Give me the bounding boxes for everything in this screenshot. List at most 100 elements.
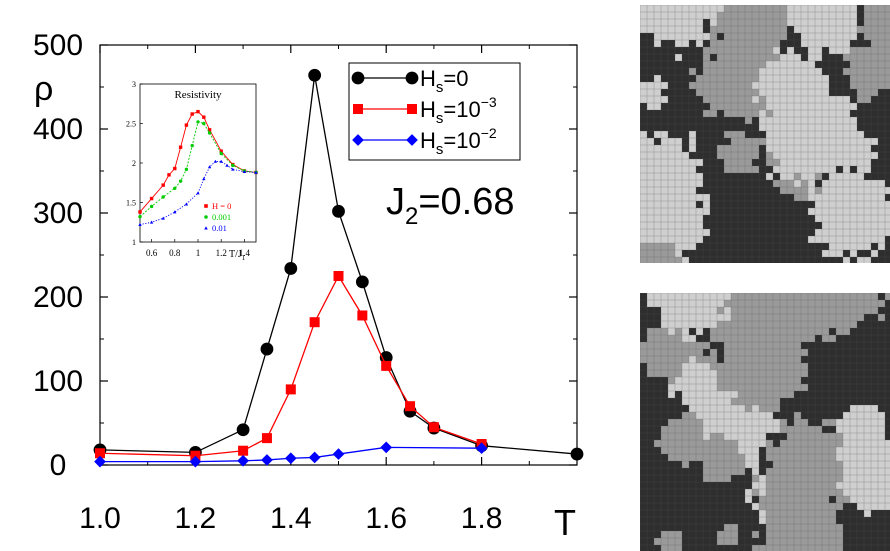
snapshot-light-cell [773, 54, 780, 61]
snapshot-light-cell [724, 131, 731, 138]
snapshot-light-cell [808, 54, 815, 61]
snapshot-light-cell [773, 314, 780, 321]
snapshot-light-cell [668, 19, 675, 26]
snapshot-light-cell [654, 250, 661, 257]
snapshot-light-cell [717, 433, 724, 440]
snapshot-light-cell [766, 131, 773, 138]
snapshot-light-cell [752, 26, 759, 33]
snapshot-light-cell [773, 426, 780, 433]
legend-label-base: H [420, 97, 436, 122]
snapshot-light-cell [745, 47, 752, 54]
snapshot-light-cell [864, 47, 871, 54]
inset-x-tick-label: 0.8 [169, 248, 181, 258]
snapshot-light-cell [801, 194, 808, 201]
snapshot-light-cell [710, 412, 717, 419]
snapshot-light-cell [689, 82, 696, 89]
snapshot-light-cell [689, 363, 696, 370]
snapshot-light-cell [871, 89, 878, 96]
snapshot-light-cell [766, 475, 773, 482]
snapshot-light-cell [752, 145, 759, 152]
snapshot-light-cell [878, 19, 885, 26]
inset-legend-label-1: 0.001 [212, 212, 231, 222]
snapshot-light-cell [766, 117, 773, 124]
snapshot-light-cell [801, 173, 808, 180]
snapshot-light-cell [689, 215, 696, 222]
snapshot-light-cell [731, 131, 738, 138]
snapshot-light-cell [668, 391, 675, 398]
snapshot-light-cell [668, 257, 675, 263]
snapshot-light-cell [780, 538, 787, 545]
snapshot-light-cell [675, 180, 682, 187]
snapshot-light-cell [752, 482, 759, 489]
snapshot-light-cell [857, 68, 864, 75]
snapshot-light-cell [731, 152, 738, 159]
snapshot-light-cell [808, 328, 815, 335]
snapshot-light-cell [815, 40, 822, 47]
snapshot-light-cell [703, 398, 710, 405]
inset-y-tick-label: 2.5 [126, 120, 136, 129]
snapshot-light-cell [766, 75, 773, 82]
snapshot-light-cell [661, 545, 668, 551]
snapshot-light-cell [829, 250, 836, 257]
snapshot-light-cell [745, 349, 752, 356]
snapshot-light-cell [668, 138, 675, 145]
snapshot-light-cell [759, 391, 766, 398]
snapshot-light-cell [661, 440, 668, 447]
snapshot-light-cell [675, 328, 682, 335]
snapshot-light-cell [822, 82, 829, 89]
snapshot-light-cell [878, 180, 885, 187]
snapshot-light-cell [815, 124, 822, 131]
snapshot-light-cell [724, 391, 731, 398]
snapshot-light-cell [661, 447, 668, 454]
snapshot-light-cell [745, 356, 752, 363]
snapshot-light-cell [878, 215, 885, 222]
snapshot-light-cell [843, 468, 850, 475]
inset-series-0-point [196, 109, 200, 114]
snapshot-light-cell [689, 384, 696, 391]
snapshot-light-cell [724, 335, 731, 342]
snapshot-light-cell [850, 314, 857, 321]
snapshot-light-cell [766, 440, 773, 447]
snapshot-light-cell [703, 433, 710, 440]
snapshot-light-cell [752, 433, 759, 440]
snapshot-light-cell [850, 208, 857, 215]
snapshot-light-cell [766, 54, 773, 61]
snapshot-light-cell [815, 215, 822, 222]
snapshot-light-cell [829, 47, 836, 54]
snapshot-light-cell [836, 468, 843, 475]
snapshot-light-cell [801, 187, 808, 194]
snapshot-light-cell [871, 194, 878, 201]
snapshot-light-cell [696, 75, 703, 82]
snapshot-light-cell [689, 33, 696, 40]
snapshot-light-cell [766, 96, 773, 103]
snapshot-light-cell [745, 412, 752, 419]
snapshot-light-cell [808, 89, 815, 96]
snapshot-light-cell [794, 412, 801, 419]
snapshot-light-cell [668, 363, 675, 370]
snapshot-light-cell [696, 215, 703, 222]
snapshot-light-cell [654, 89, 661, 96]
snapshot-light-cell [780, 26, 787, 33]
snapshot-light-cell [717, 54, 724, 61]
snapshot-light-cell [871, 454, 878, 461]
snapshot-light-cell [731, 433, 738, 440]
snapshot-light-cell [780, 19, 787, 26]
snapshot-light-cell [885, 482, 890, 489]
snapshot-light-cell [682, 300, 689, 307]
snapshot-light-cell [871, 187, 878, 194]
snapshot-light-cell [836, 503, 843, 510]
snapshot-light-cell [759, 75, 766, 82]
snapshot-light-cell [843, 229, 850, 236]
snapshot-light-cell [843, 194, 850, 201]
snapshot-light-cell [766, 26, 773, 33]
snapshot-light-cell [647, 194, 654, 201]
snapshot-light-cell [843, 307, 850, 314]
snapshot-light-cell [843, 236, 850, 243]
snapshot-light-cell [731, 377, 738, 384]
snapshot-light-cell [885, 33, 890, 40]
snapshot-light-cell [752, 447, 759, 454]
snapshot-light-cell [822, 103, 829, 110]
snapshot-light-cell [738, 342, 745, 349]
main-x-tick-label: 1.6 [365, 502, 407, 535]
snapshot-light-cell [794, 103, 801, 110]
